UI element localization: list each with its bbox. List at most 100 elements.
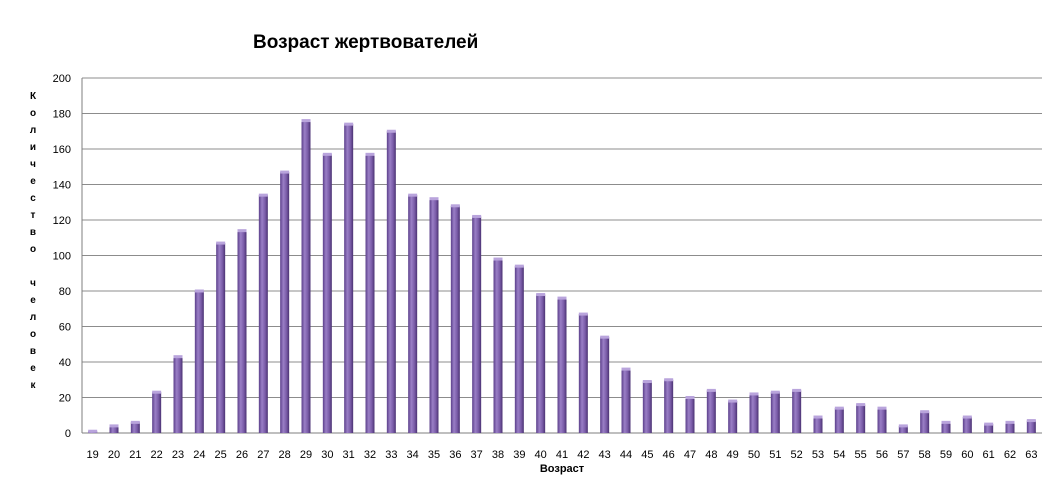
bar-top (770, 390, 780, 394)
bar-top (792, 388, 802, 392)
bar-top (216, 241, 226, 245)
bar-top (322, 152, 332, 156)
bar-top (386, 129, 396, 133)
y-axis-label-char: о (29, 108, 37, 119)
y-axis-label-char: о (29, 244, 37, 255)
bar-top (600, 335, 610, 339)
bar (962, 417, 972, 433)
y-axis-label-char: в (29, 227, 37, 238)
x-tick-label: 61 (983, 449, 995, 461)
bar-top (472, 214, 482, 218)
bar-top (365, 152, 375, 156)
bar (258, 195, 268, 433)
x-tick-label: 23 (172, 449, 184, 461)
x-tick-label: 54 (833, 449, 845, 461)
x-tick-label: 35 (428, 449, 440, 461)
x-tick-label: 20 (108, 449, 120, 461)
y-axis-label-char: е (30, 295, 36, 306)
bar (749, 393, 759, 433)
x-tick-label: 60 (961, 449, 973, 461)
bar-top (429, 197, 439, 201)
x-tick-label: 43 (599, 449, 611, 461)
bar-top (962, 415, 972, 419)
bar (216, 243, 226, 433)
bar (194, 291, 204, 433)
bar (152, 392, 162, 433)
y-axis-label-char: К (29, 91, 37, 102)
x-tick-label: 51 (769, 449, 781, 461)
bar (472, 216, 482, 433)
x-tick-label: 19 (87, 449, 99, 461)
y-tick-label: 120 (53, 215, 71, 227)
x-tick-label: 39 (513, 449, 525, 461)
bar (365, 154, 375, 433)
bar (237, 230, 247, 433)
y-axis-label-char: л (29, 125, 37, 136)
bar (920, 411, 930, 433)
x-tick-label: 47 (684, 449, 696, 461)
bar-top (450, 204, 460, 208)
x-tick-label: 42 (577, 449, 589, 461)
x-tick-label: 48 (705, 449, 717, 461)
bar-top (984, 422, 994, 426)
bar (792, 390, 802, 433)
bar-top (493, 257, 503, 261)
bar-top (685, 396, 695, 399)
x-tick-label: 36 (449, 449, 461, 461)
x-tick-label: 31 (343, 449, 355, 461)
y-axis-label-char: ч (30, 159, 36, 170)
bar (429, 198, 439, 433)
bar-top (109, 424, 119, 428)
x-tick-label: 24 (193, 449, 205, 461)
bar (877, 408, 887, 433)
bar-top (557, 296, 567, 300)
x-tick-label: 21 (129, 449, 141, 461)
x-tick-label: 28 (279, 449, 291, 461)
bar-top (813, 415, 823, 419)
bar (557, 298, 567, 433)
bar-top (749, 392, 759, 396)
x-axis-label: Возраст (540, 463, 585, 475)
y-axis-label-char: с (30, 193, 36, 204)
y-axis-label-char: е (30, 363, 36, 374)
bar-top (664, 378, 674, 382)
y-axis-label-char: е (30, 176, 36, 187)
bar (856, 404, 866, 433)
bar-top (152, 390, 162, 394)
bar-top (514, 264, 524, 268)
y-tick-label: 0 (65, 428, 71, 440)
bar (130, 422, 140, 433)
y-tick-label: 200 (53, 73, 71, 85)
bar-top (834, 406, 844, 410)
bar (514, 266, 524, 433)
bar-top (88, 429, 98, 433)
bar-top (301, 119, 311, 123)
bar (386, 131, 396, 433)
bar (536, 294, 546, 433)
bar (1026, 420, 1036, 433)
y-tick-label: 40 (59, 357, 71, 369)
x-tick-label: 44 (620, 449, 632, 461)
bar-top (642, 380, 652, 384)
bar-top (941, 420, 951, 424)
y-tick-labels: 0 20 40 60 80 100 120 140 160 180 200 (53, 73, 71, 440)
bar (813, 417, 823, 433)
bar-top (920, 410, 930, 414)
x-tick-label: 50 (748, 449, 760, 461)
y-axis-label-char: л (29, 312, 37, 323)
bar-top (1026, 419, 1036, 423)
bar (578, 314, 588, 433)
bar-top (408, 193, 418, 197)
bar-top (621, 367, 631, 371)
bars (88, 119, 1036, 434)
bar (301, 120, 311, 433)
bar (280, 172, 290, 433)
x-tick-label: 62 (1004, 449, 1016, 461)
x-tick-labels: 19 20 21 22 23 24 25 26 27 28 29 30 31 32 33 34 35 36 37 38… (87, 449, 1038, 461)
x-tick-label: 52 (791, 449, 803, 461)
x-tick-label: 49 (727, 449, 739, 461)
y-axis-label-char: т (30, 210, 36, 221)
x-tick-label: 55 (855, 449, 867, 461)
x-tick-label: 40 (535, 449, 547, 461)
